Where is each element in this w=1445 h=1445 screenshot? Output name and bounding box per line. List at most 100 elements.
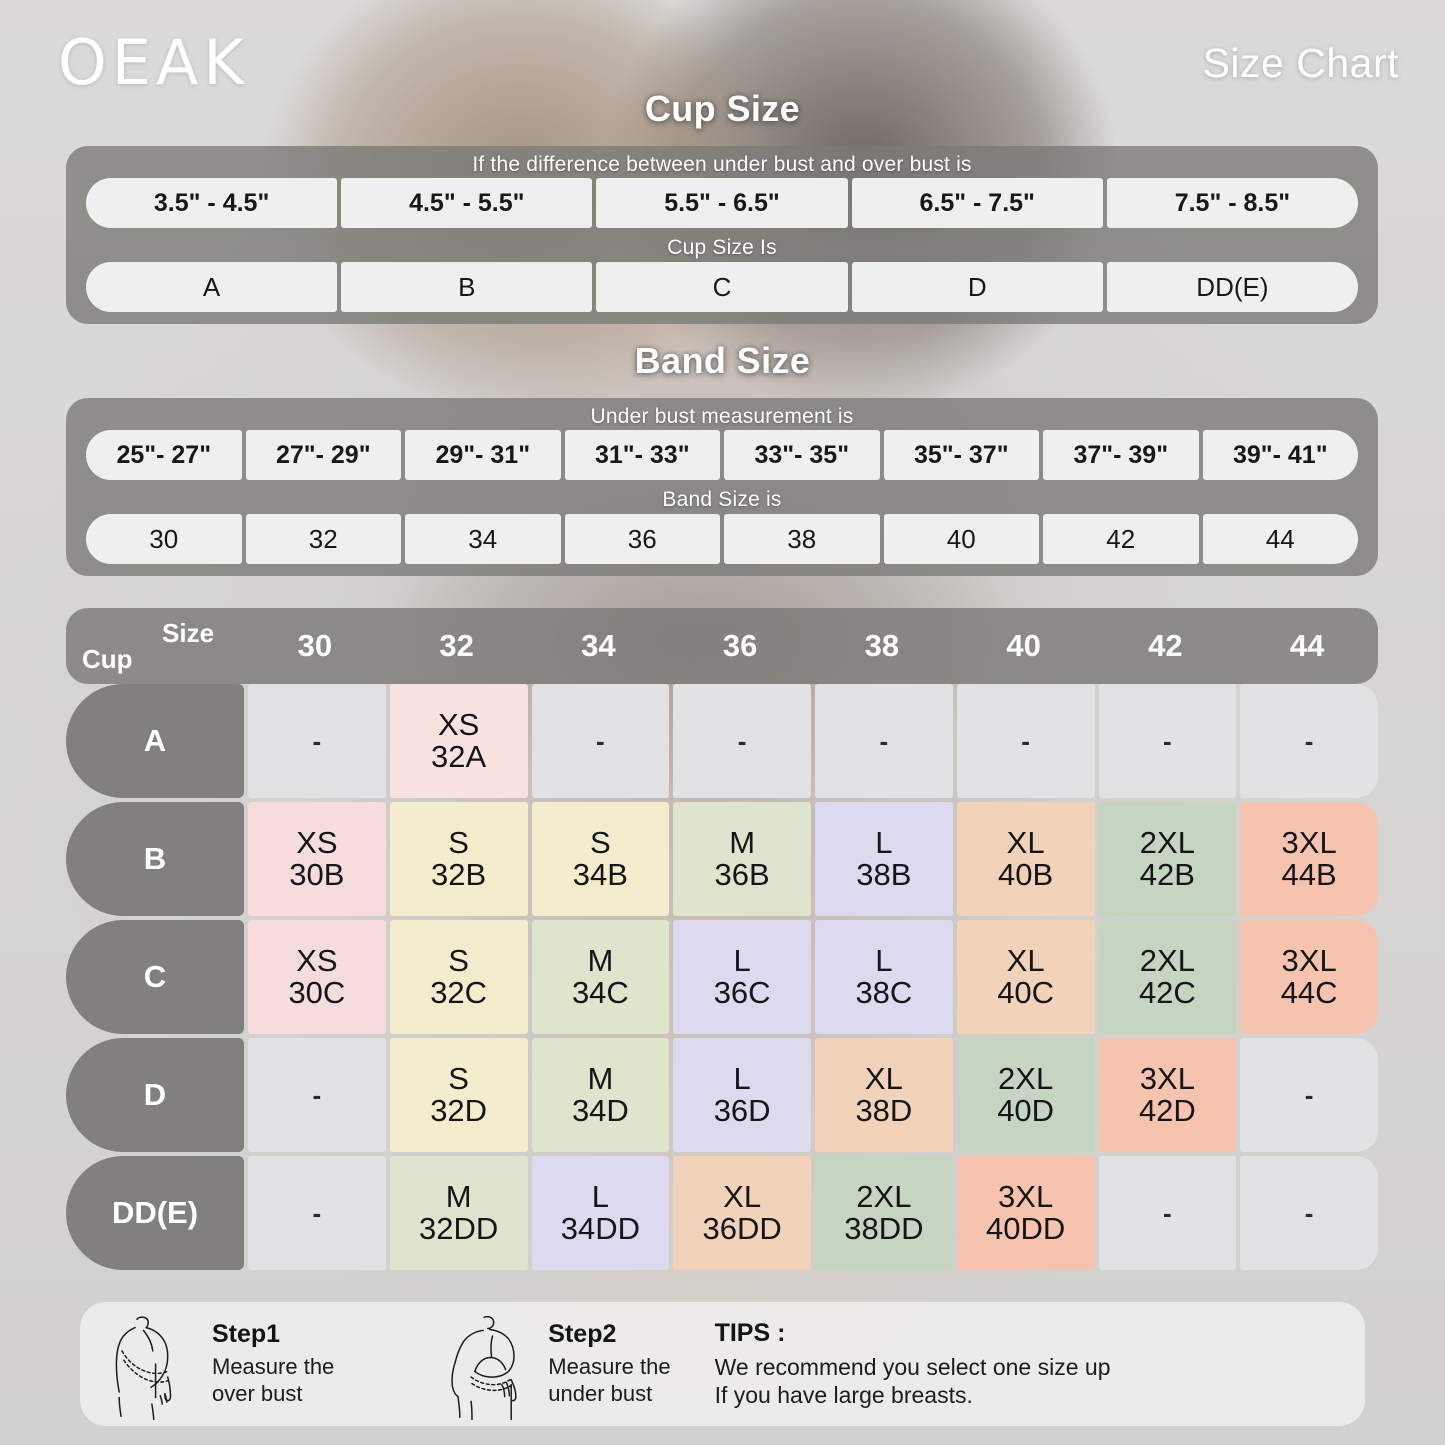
- band-value-row: 30 32 34 36 38 40 42 44: [86, 514, 1358, 564]
- band-value-chip-3: 36: [564, 514, 720, 564]
- footer-steps-panel: Step1 Measure the over bust: [80, 1302, 1365, 1426]
- matrix-cell-B-34: S 34B: [531, 802, 670, 916]
- cell-size-label: 2XL: [998, 1061, 1054, 1097]
- matrix-row-cells: - S 32D M 34D L 36D XL 38D 2XL 40D 3XL 42D -: [248, 1038, 1378, 1152]
- matrix-cell-D-34: M 34D: [531, 1038, 670, 1152]
- matrix-cell-A-40: -: [956, 684, 1095, 798]
- cell-code-label: 40D: [997, 1093, 1055, 1128]
- matrix-col-header-34: 34: [581, 628, 616, 663]
- cell-size-label: 2XL: [1139, 825, 1195, 861]
- cell-code-label: 38DD: [844, 1211, 924, 1246]
- cell-size-label: M: [729, 825, 756, 861]
- over-bust-measure-icon: [115, 1316, 172, 1420]
- cup-value-row: A B C D DD(E): [86, 262, 1359, 312]
- cup-range-chip-3: 6.5" - 7.5": [851, 178, 1103, 228]
- matrix-cell-C-36: L 36C: [673, 920, 811, 1034]
- matrix-col-header-30: 30: [297, 628, 333, 663]
- band-value-chip-0: 30: [86, 514, 242, 564]
- band-range-chip-3: 31"- 33": [564, 430, 720, 480]
- matrix-row-D: D - S 32D M 34D L 36D XL 38D 2XL 40D 3XL 42D -: [66, 1038, 1378, 1152]
- tips-title: TIPS :: [714, 1318, 786, 1347]
- cell-size-label: XL: [1006, 943, 1045, 979]
- cell-code-label: 40DD: [985, 1211, 1066, 1246]
- cell-code-label: 32A: [431, 739, 487, 774]
- matrix-cell-D-36: L 36D: [673, 1038, 811, 1152]
- band-range-chip-4: 33"- 35": [724, 430, 880, 480]
- matrix-col-header-40: 40: [1006, 628, 1041, 663]
- cup-range-chip-2: 5.5" - 6.5": [596, 178, 848, 228]
- cell-code-label: 44C: [1280, 975, 1338, 1010]
- step2-line2: under bust: [548, 1381, 653, 1406]
- tips-block: TIPS : We recommend you select one size …: [715, 1319, 1111, 1409]
- matrix-cell-C-42: 2XL 42C: [1098, 920, 1237, 1034]
- cell-code-label: 32DD: [418, 1211, 499, 1246]
- cell-code-label: 40B: [998, 857, 1054, 892]
- cell-code-label: 36D: [713, 1093, 771, 1128]
- matrix-cell-B-44: 3XL 44B: [1240, 802, 1378, 916]
- cell-size-label: XS: [437, 707, 480, 743]
- band-size-panel: Under bust measurement is 25"- 27" 27"- 2…: [66, 398, 1378, 576]
- cell-code-label: 36DD: [702, 1211, 782, 1246]
- matrix-cell-C-38: L 38C: [815, 920, 953, 1034]
- cup-value-chip-3: D: [851, 262, 1103, 312]
- matrix-cell-DD(E)-34: L 34DD: [531, 1156, 670, 1270]
- cell-size-label: 3XL: [998, 1179, 1054, 1215]
- cell-code-label: 38D: [855, 1093, 913, 1128]
- cup-value-chip-0: A: [86, 262, 338, 312]
- cup-subtitle-bottom: Cup Size Is: [667, 236, 777, 259]
- matrix-cell-D-42: 3XL 42D: [1098, 1038, 1237, 1152]
- cell-size-label: S: [448, 1061, 469, 1097]
- cell-code-label: 38B: [856, 857, 912, 892]
- cell-size-label: S: [448, 943, 469, 979]
- cup-range-row: 3.5" - 4.5" 4.5" - 5.5" 5.5" - 6.5" 6.5" - …: [86, 178, 1359, 228]
- cell-code-label: 42B: [1139, 857, 1195, 892]
- matrix-corner-cell: Size Cup: [66, 608, 244, 684]
- matrix-cell-A-30: -: [248, 684, 386, 798]
- matrix-cell-DD(E)-44: -: [1240, 1156, 1378, 1270]
- matrix-col-header-36: 36: [722, 628, 758, 663]
- size-matrix: Size Cup 30 32 34 36 38 40 42 44 A - XS 32A - - - - - - B…: [66, 608, 1378, 1270]
- band-range-row: 25"- 27" 27"- 29" 29"- 31" 31"- 33" 33"- 35"…: [86, 430, 1358, 480]
- matrix-cell-B-36: M 36B: [673, 802, 811, 916]
- cell-code-label: 32D: [430, 1093, 488, 1128]
- cell-size-label: 3XL: [1139, 1061, 1195, 1097]
- band-range-chip-5: 35"- 37": [883, 430, 1039, 480]
- cell-code-label: 34D: [571, 1093, 629, 1128]
- matrix-cell-D-38: XL 38D: [815, 1038, 953, 1152]
- tips-line1: We recommend you select one size up: [714, 1353, 1111, 1380]
- matrix-row-label-C: C: [66, 920, 244, 1034]
- band-subtitle-bottom: Band Size is: [662, 488, 782, 511]
- cell-code-label: 30B: [289, 857, 345, 892]
- matrix-cell-B-32: S 32B: [389, 802, 528, 916]
- matrix-row-label-D: D: [66, 1038, 244, 1152]
- matrix-cell-DD(E)-40: 3XL 40DD: [956, 1156, 1095, 1270]
- matrix-cell-DD(E)-32: M 32DD: [389, 1156, 528, 1270]
- matrix-cell-DD(E)-36: XL 36DD: [673, 1156, 811, 1270]
- cell-code-label: 42D: [1138, 1093, 1196, 1128]
- matrix-header-row: Size Cup 30 32 34 36 38 40 42 44: [66, 608, 1378, 684]
- cell-size-label: M: [587, 1061, 614, 1097]
- step2: Step2 Measure the under bust: [430, 1308, 671, 1420]
- cell-code-label: 34B: [572, 857, 628, 892]
- band-size-heading: Band Size: [634, 340, 811, 381]
- band-value-chip-2: 34: [405, 514, 561, 564]
- band-value-chip-5: 40: [883, 514, 1039, 564]
- step1-line1: Measure the: [212, 1354, 335, 1380]
- matrix-cell-B-30: XS 30B: [248, 802, 386, 916]
- matrix-cell-D-32: S 32D: [389, 1038, 528, 1152]
- brand-logo: OEAK: [58, 26, 250, 99]
- cell-size-label: L: [875, 943, 893, 979]
- step2-title: Step2: [548, 1320, 617, 1349]
- band-range-chip-0: 25"- 27": [86, 430, 242, 480]
- tips-line2: If you have large breasts.: [714, 1382, 973, 1408]
- matrix-col-header-32: 32: [439, 628, 474, 663]
- matrix-col-header-38: 38: [864, 628, 900, 663]
- matrix-col-header-42: 42: [1148, 628, 1183, 663]
- matrix-cell-D-30: -: [248, 1038, 386, 1152]
- cell-code-label: 42C: [1138, 975, 1196, 1010]
- cell-code-label: 30C: [288, 975, 346, 1010]
- matrix-cell-A-36: -: [673, 684, 811, 798]
- cup-subtitle-top: If the difference between under bust and…: [472, 153, 972, 176]
- cup-size-panel: If the difference between under bust and…: [66, 146, 1378, 324]
- cell-size-label: XL: [1006, 825, 1045, 861]
